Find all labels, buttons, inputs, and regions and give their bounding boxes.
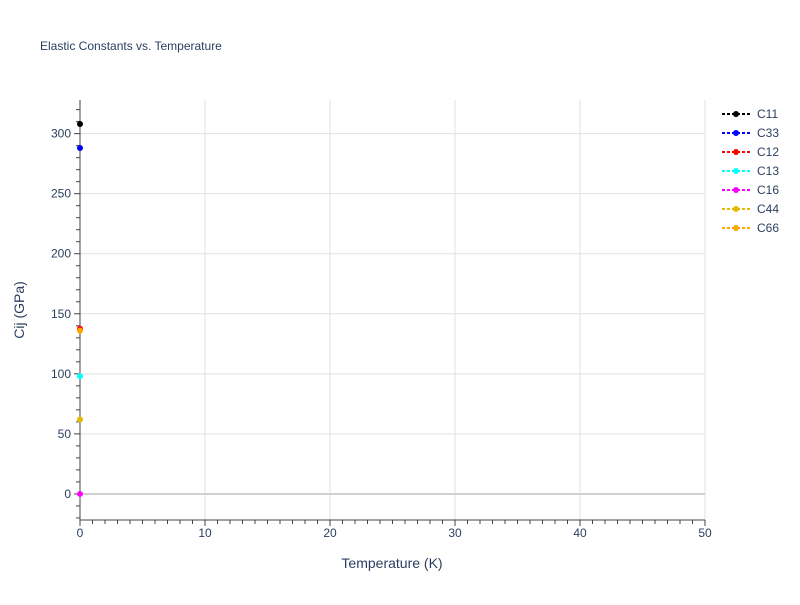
x-axis-label: Temperature (K) [341,555,442,571]
legend-marker [733,206,739,212]
legend-marker [733,130,739,136]
legend-marker [733,225,739,231]
legend-label: C33 [757,126,779,140]
chart-title: Elastic Constants vs. Temperature [40,39,222,53]
legend-label: C11 [757,107,778,121]
data-point-c66 [77,327,83,334]
legend-marker [733,168,739,174]
legend-label: C16 [757,183,779,197]
x-tick-label: 0 [77,526,84,540]
y-tick-label: 300 [51,127,71,141]
legend-marker [733,149,739,155]
legend-item-c16[interactable]: C16 [722,183,779,197]
data-point-c11 [77,121,83,128]
legend-item-c44[interactable]: C44 [722,202,779,216]
y-tick-label: 150 [51,307,71,321]
legend-label: C12 [757,145,779,159]
x-tick-label: 20 [323,526,337,540]
legend-marker [733,187,739,193]
legend-item-c11[interactable]: C11 [722,107,778,121]
data-point-c13 [77,373,83,380]
y-axis-label: Cij (GPa) [11,281,27,339]
data-point-c16 [77,490,83,497]
y-tick-label: 50 [58,427,72,441]
legend-label: C66 [757,221,779,235]
y-tick-label: 250 [51,187,71,201]
legend-label: C44 [757,202,779,216]
legend-label: C13 [757,164,779,178]
x-tick-label: 40 [573,526,587,540]
legend-item-c12[interactable]: C12 [722,145,779,159]
x-tick-label: 50 [698,526,712,540]
y-tick-label: 200 [51,247,71,261]
legend-item-c66[interactable]: C66 [722,221,779,235]
x-tick-label: 10 [198,526,212,540]
legend-marker [733,111,739,117]
legend-item-c33[interactable]: C33 [722,126,779,140]
x-tick-label: 30 [448,526,462,540]
legend-item-c13[interactable]: C13 [722,164,779,178]
data-point-c44 [77,416,83,423]
data-point-c33 [77,145,83,152]
y-tick-label: 100 [51,367,71,381]
y-tick-label: 0 [64,487,71,501]
